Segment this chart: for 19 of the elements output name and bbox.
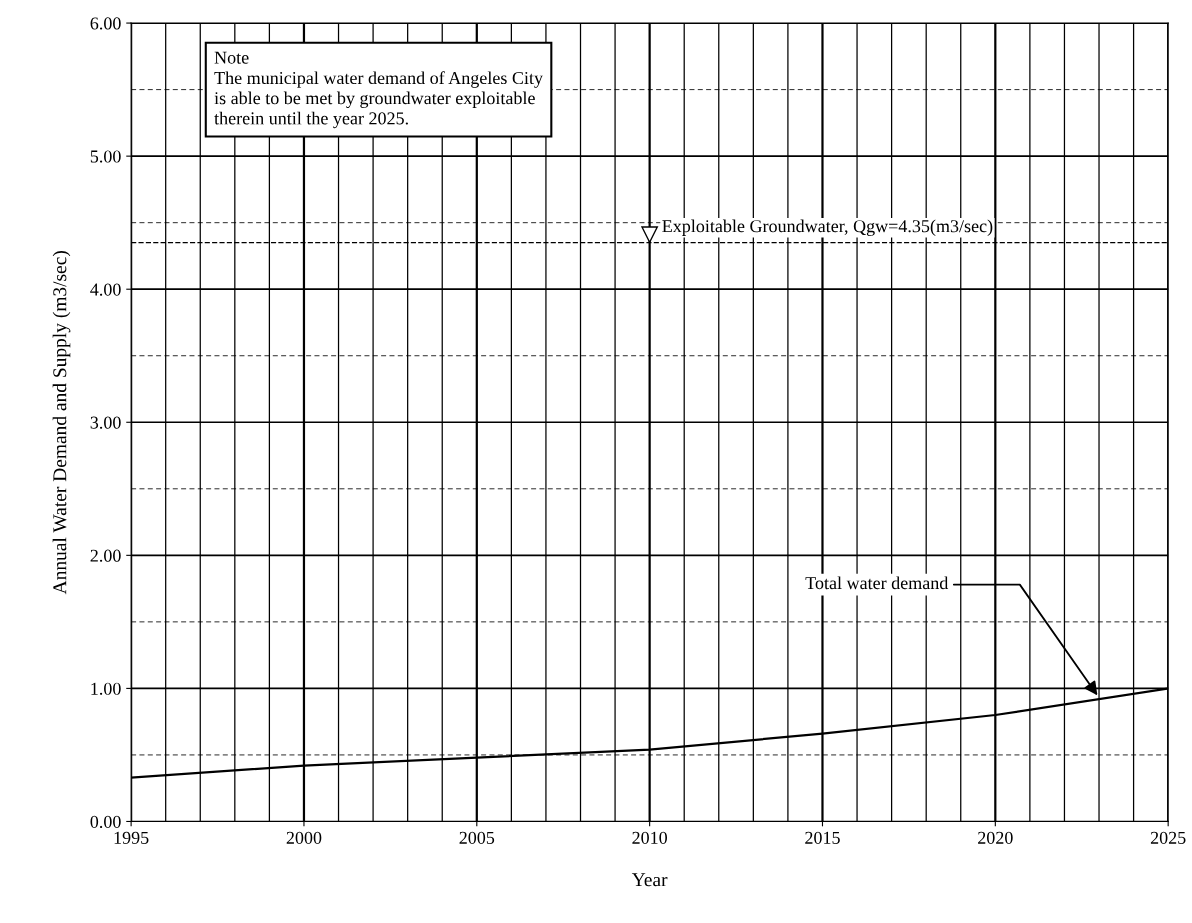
annotation: Note The municipal water demand of Angeles City is able to be met by groundwater exploitable therein until the year 2025. (214, 51, 543, 129)
x-tick-label: 2015 (805, 831, 840, 844)
x-tick-label: 1995 (114, 831, 149, 844)
annotation: Total water demand (805, 576, 949, 590)
x-tick-label: 2010 (632, 831, 668, 844)
x-tick-label: 2005 (459, 831, 495, 844)
y-tick-label: 1.00 (91, 682, 121, 695)
y-tick-label: 4.00 (90, 283, 121, 296)
x-tick-label: 2025 (1150, 831, 1186, 844)
y-tick-label: 5.00 (90, 150, 121, 163)
x-axis-title: Year (631, 873, 668, 887)
y-tick-label: 0.00 (90, 815, 121, 828)
x-tick-label: 2020 (978, 831, 1013, 844)
y-tick-label: 2.00 (90, 549, 121, 562)
y-tick-label: 6.00 (90, 17, 121, 30)
y-tick-label: 3.00 (90, 416, 121, 429)
y-axis-title: Annual Water Demand and Supply (m3/sec) (52, 251, 71, 595)
ref-line-label: Exploitable Groundwater, Qgw=4.35(m3/sec) (662, 219, 993, 236)
x-tick-label: 2000 (286, 831, 322, 844)
